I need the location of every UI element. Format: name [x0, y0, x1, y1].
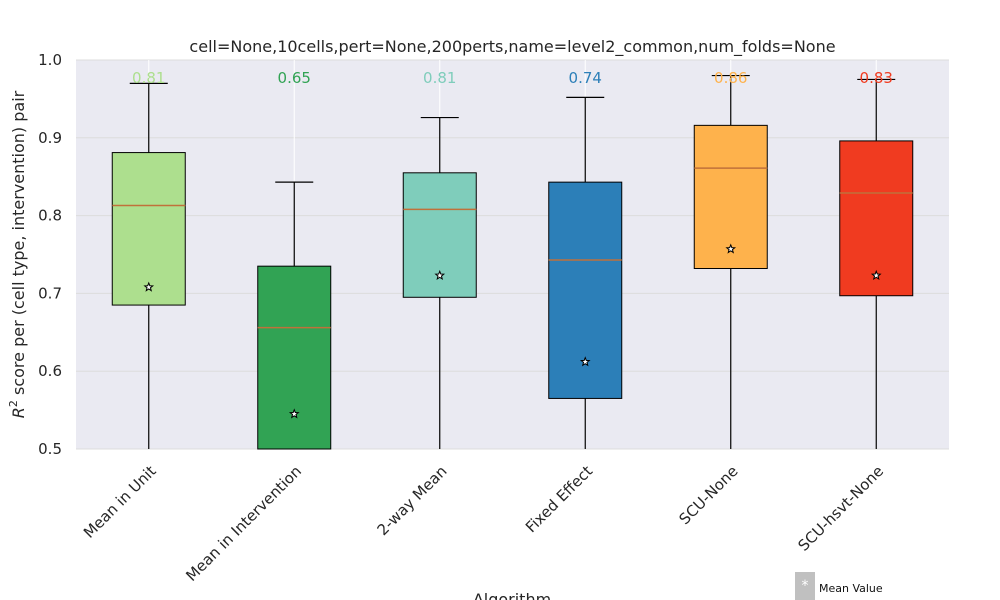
mean-marker: [870, 269, 882, 281]
box: [111, 152, 186, 306]
box: [402, 172, 477, 298]
legend-label: Mean Value: [819, 582, 883, 595]
x-axis-label: Algorithm: [473, 590, 551, 600]
y-tick-label: 0.6: [38, 362, 62, 380]
legend: * Mean Value: [795, 572, 883, 600]
x-tick-label: SCU-None: [675, 462, 741, 528]
box-group: 0.65: [257, 69, 332, 450]
y-tick-label: 0.7: [38, 284, 62, 302]
mean-marker: [579, 356, 591, 367]
y-tick-label: 0.8: [38, 207, 62, 225]
legend-marker-box: [795, 572, 815, 600]
y-axis-label-superscript: 2: [7, 400, 20, 407]
y-tick-label: 1.0: [38, 51, 62, 69]
box-group: 0.81: [111, 69, 186, 449]
box-group: 0.83: [839, 69, 914, 449]
median-value-label: 0.86: [714, 69, 747, 87]
plot-area: [76, 60, 949, 449]
x-tick-label: SCU-hsvt-None: [794, 462, 887, 555]
median-value-label: 0.65: [278, 69, 311, 87]
mean-marker: [288, 408, 300, 419]
legend-marker: *: [802, 578, 809, 594]
mean-marker: [143, 281, 155, 292]
median-value-label: 0.74: [569, 69, 602, 87]
box: [548, 181, 623, 399]
box-group: 0.81: [402, 69, 477, 449]
y-axis-label: R2 score per (cell type, intervention) p…: [7, 90, 28, 418]
x-tick-label: Mean in Unit: [80, 462, 160, 542]
median-value-label: 0.81: [423, 69, 456, 87]
box-group: 0.86: [693, 69, 768, 449]
box: [257, 265, 332, 450]
y-tick-label: 0.9: [38, 129, 62, 147]
mean-marker: [434, 269, 446, 281]
x-tick-label: 2-way Mean: [374, 462, 451, 539]
y-axis-ticks: 0.5 0.6 0.7 0.8 0.9 1.0: [38, 51, 62, 458]
y-axis-label-prefix: R: [9, 407, 28, 418]
mean-marker: [725, 243, 737, 254]
boxes: 0.81 0.65 0.81 0.74 0.86 0.83: [111, 69, 914, 450]
median-value-label: 0.83: [860, 69, 893, 87]
median-value-label: 0.81: [132, 69, 165, 87]
box-group: 0.74: [548, 69, 623, 449]
chart-title: cell=None,10cells,pert=None,200perts,nam…: [189, 37, 835, 57]
y-axis-label-rest: score per (cell type, intervention) pair: [9, 90, 28, 400]
y-tick-label: 0.5: [38, 440, 62, 458]
x-tick-label: Mean in Intervention: [182, 462, 305, 585]
x-tick-label: Fixed Effect: [522, 462, 596, 536]
x-axis-ticks: Mean in Unit Mean in Intervention 2-way Me…: [80, 462, 887, 585]
